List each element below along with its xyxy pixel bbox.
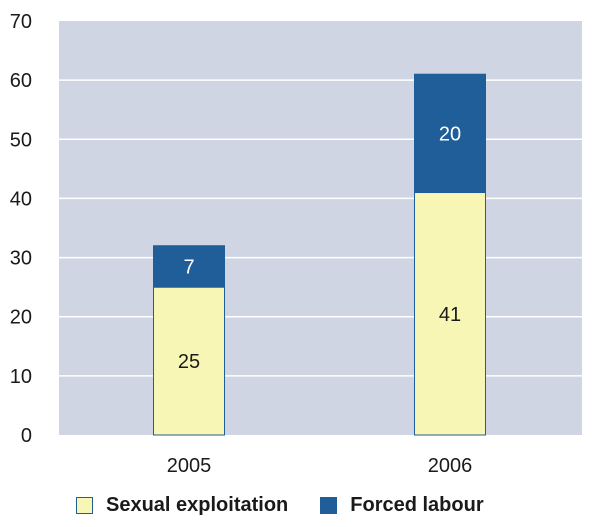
y-tick-label: 0	[21, 425, 32, 447]
legend: Sexual exploitation Forced labour	[76, 494, 516, 517]
x-axis: 2005 2006	[167, 455, 473, 477]
bar-segment	[153, 245, 225, 288]
legend-swatch-forced-labour	[320, 497, 338, 514]
plot-area	[59, 21, 582, 435]
legend-item-forced-labour: Forced labour	[320, 494, 484, 517]
x-category-label: 2005	[167, 455, 212, 477]
data-label: 7	[183, 256, 194, 278]
y-tick-label: 60	[10, 70, 32, 92]
y-tick-label: 50	[10, 129, 32, 151]
data-label: 20	[439, 123, 461, 145]
bars: 25 7 41 20	[153, 73, 486, 436]
y-tick-label: 30	[10, 248, 32, 270]
legend-item-sexual-exploitation: Sexual exploitation	[76, 494, 288, 517]
y-axis: 0 10 20 30 40 50 60 70	[10, 11, 32, 447]
y-tick-label: 20	[10, 307, 32, 329]
data-label: 41	[439, 304, 461, 326]
gridlines	[59, 79, 582, 377]
bar-segment	[414, 73, 486, 194]
legend-label-sexual-exploitation: Sexual exploitation	[106, 494, 289, 516]
y-tick-label: 40	[10, 188, 32, 210]
bar-segment	[153, 286, 225, 436]
data-label: 25	[178, 351, 200, 373]
x-category-label: 2006	[428, 455, 473, 477]
legend-label-forced-labour: Forced labour	[350, 494, 484, 516]
legend-swatch-sexual-exploitation	[76, 497, 93, 514]
bar-segment	[414, 192, 486, 436]
y-tick-label: 10	[10, 366, 32, 388]
y-tick-label: 70	[10, 11, 32, 33]
